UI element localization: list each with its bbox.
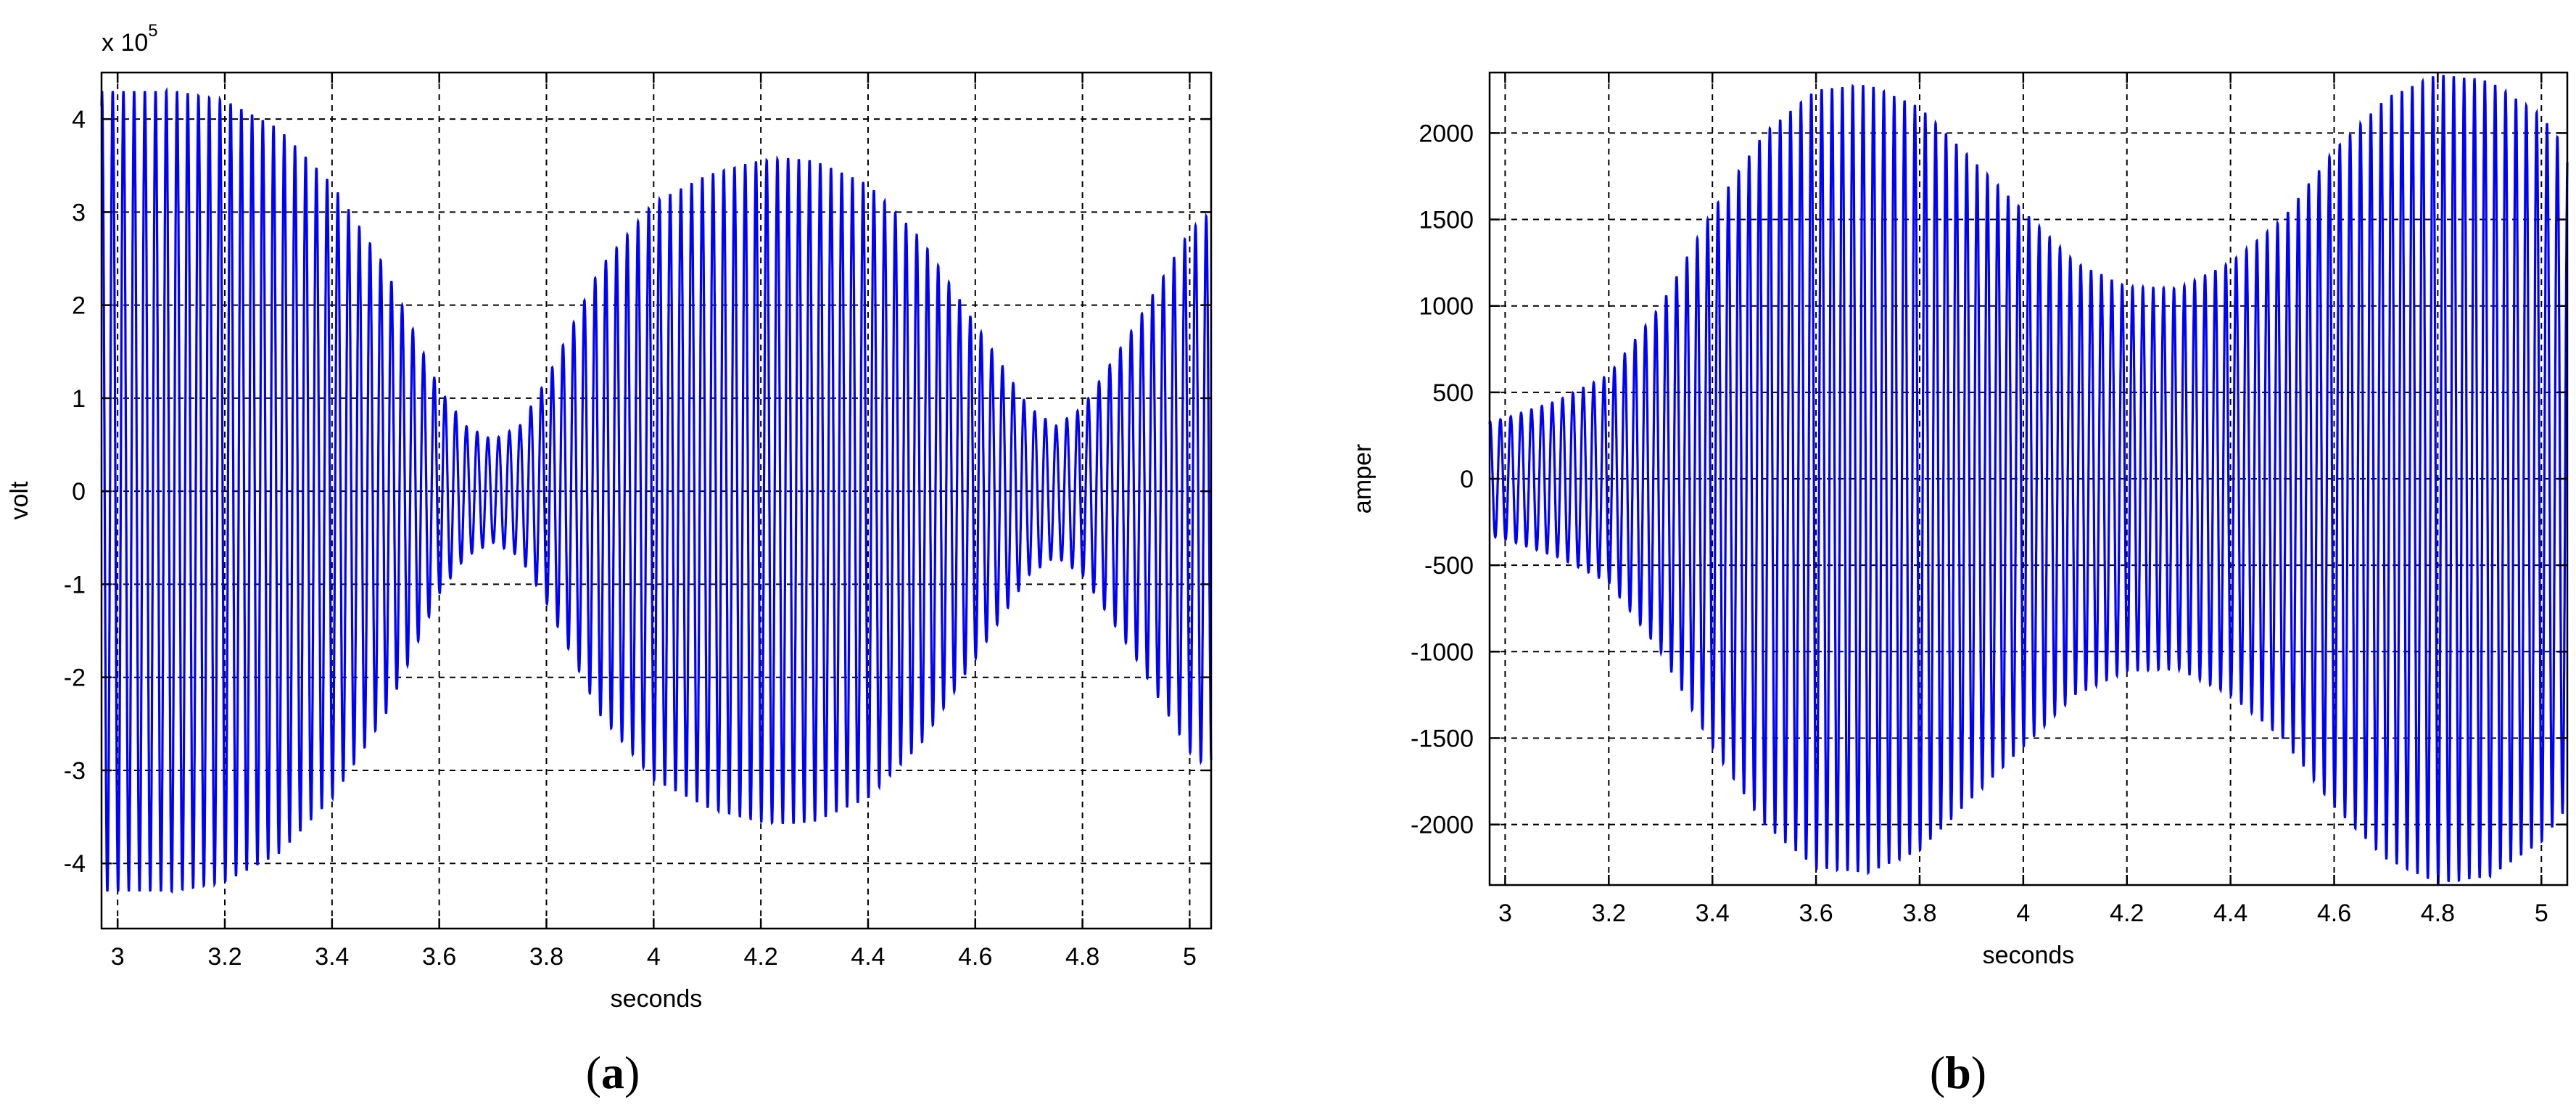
x-tick-label: 4.6: [958, 943, 992, 971]
panel-label: (b): [1930, 1047, 1986, 1098]
y-axis-exponent-power: 5: [148, 21, 157, 41]
x-tick-label: 4.4: [2213, 900, 2247, 927]
y-tick-label: 500: [1432, 379, 1474, 407]
y-tick-label: -3: [64, 757, 86, 785]
x-tick-label: 3.6: [1799, 900, 1833, 927]
y-tick-label: 0: [72, 478, 86, 506]
x-tick-label: 3.4: [315, 943, 349, 971]
y-tick-label: -4: [64, 850, 86, 878]
x-tick-label: 4.6: [2317, 900, 2351, 927]
y-axis-exponent: x 105: [102, 21, 158, 57]
y-axis-label: amper: [1349, 444, 1376, 514]
y-tick-label: -2: [64, 664, 86, 692]
y-axis-label: volt: [6, 481, 33, 519]
x-tick-label: 3.2: [1592, 900, 1626, 927]
chart-panel-b: 3 3.2 3.4 3.6 3.8 4 4.2 4.4 4.6 4.8 5 -2000 -1500 -10…: [1349, 71, 2569, 1098]
x-tick-label: 4: [2016, 900, 2030, 927]
y-tick-label: 2: [72, 292, 86, 320]
y-tick-label: 1500: [1419, 207, 1474, 234]
x-tick-label: 4: [647, 943, 661, 971]
y-tick-label: 2000: [1419, 120, 1474, 147]
x-tick-label: 3.8: [1902, 900, 1936, 927]
panel-label-open-paren: (: [1930, 1047, 1945, 1098]
x-tick-label: 5: [1183, 943, 1197, 971]
x-tick-label: 3: [111, 943, 125, 971]
y-tick-label: 1: [72, 385, 86, 413]
x-tick-label: 5: [2535, 900, 2548, 927]
panel-label-letter: b: [1945, 1047, 1971, 1098]
y-tick-label: -1000: [1411, 638, 1474, 666]
panel-label-close-paren: ): [624, 1047, 640, 1098]
x-tick-label: 4.2: [743, 943, 777, 971]
x-axis-label: seconds: [1983, 942, 2075, 969]
x-tick-label: 4.8: [2421, 900, 2455, 927]
y-tick-label: -500: [1424, 552, 1474, 580]
x-axis-label: seconds: [611, 985, 703, 1013]
y-tick-label: 1000: [1419, 293, 1474, 321]
y-tick-label: -2000: [1411, 812, 1474, 839]
y-tick-label: 4: [72, 106, 86, 133]
y-axis-exponent-base: x 10: [102, 29, 148, 57]
y-tick-label: -1: [64, 571, 86, 598]
x-tick-label: 3.6: [422, 943, 456, 971]
x-tick-label: 3: [1498, 900, 1512, 927]
panel-label-letter: a: [601, 1047, 624, 1098]
x-tick-label: 3.2: [207, 943, 242, 971]
y-tick-label: -1500: [1411, 725, 1474, 752]
x-tick-label: 4.2: [2110, 900, 2144, 927]
panel-label-close-paren: ): [1971, 1047, 1986, 1098]
x-tick-label: 3.4: [1696, 900, 1730, 927]
panel-label: (a): [586, 1047, 640, 1098]
panel-label-open-paren: (: [586, 1047, 601, 1098]
x-tick-label: 3.8: [529, 943, 564, 971]
chart-panel-a: 3 3.2 3.4 3.6 3.8 4 4.2 4.4 4.6 4.8 5 -4 -3 -2 -1 0 1 2 3 4…: [6, 21, 1213, 1098]
series-line-1: [1488, 74, 2569, 886]
x-tick-label: 4.4: [851, 943, 885, 971]
x-tick-label: 4.8: [1065, 943, 1099, 971]
series-line-1: [100, 86, 1213, 894]
y-tick-label: 0: [1460, 466, 1474, 493]
y-tick-label: 3: [72, 199, 86, 226]
axes-box: [100, 71, 1213, 930]
